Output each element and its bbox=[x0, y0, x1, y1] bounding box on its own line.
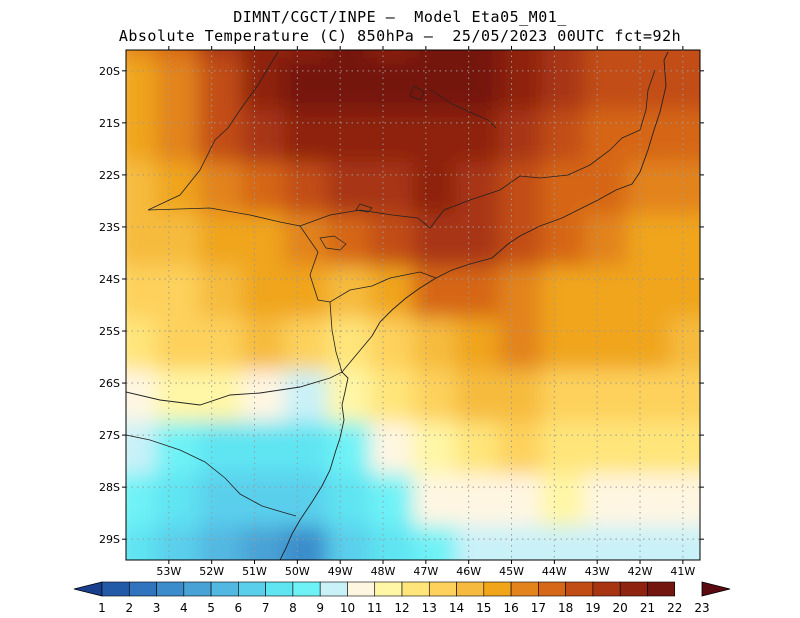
colorbar-label: 9 bbox=[316, 601, 324, 615]
colorbar-label: 10 bbox=[340, 601, 355, 615]
colorbar-label: 21 bbox=[640, 601, 655, 615]
colorbar-label: 14 bbox=[449, 601, 464, 615]
colorbar-swatch bbox=[265, 581, 294, 597]
colorbar-swatch bbox=[238, 581, 266, 597]
lat-label: 29S bbox=[99, 533, 120, 546]
temperature-field bbox=[126, 50, 700, 560]
colorbar-swatch bbox=[510, 581, 539, 597]
colorbar-swatch bbox=[456, 581, 485, 597]
lat-label: 27S bbox=[99, 429, 120, 442]
colorbar-label: 5 bbox=[207, 601, 215, 615]
colorbar-label: 2 bbox=[125, 601, 133, 615]
colorbar-swatch bbox=[292, 581, 321, 597]
lon-label: 41W bbox=[670, 565, 695, 578]
chart-title: DIMNT/CGCT/INPE – Model Eta05_M01_ bbox=[233, 8, 567, 26]
lon-label: 45W bbox=[499, 565, 524, 578]
lon-label: 50W bbox=[285, 565, 310, 578]
colorbar-label: 15 bbox=[476, 601, 491, 615]
colorbar-label: 4 bbox=[180, 601, 188, 615]
colorbar-label: 17 bbox=[531, 601, 546, 615]
colorbar-label: 16 bbox=[503, 601, 518, 615]
lon-label: 51W bbox=[242, 565, 267, 578]
lon-label: 43W bbox=[585, 565, 610, 578]
colorbar: 1 2 3 4 5 6 7 8 9 10 11 12 13 14 15 16 17 18 19 20 21 22 23 bbox=[73, 581, 731, 615]
colorbar-swatch bbox=[128, 581, 157, 597]
lat-label: 21S bbox=[99, 117, 120, 130]
colorbar-label: 22 bbox=[667, 601, 682, 615]
colorbar-label: 7 bbox=[262, 601, 270, 615]
lon-label: 47W bbox=[413, 565, 438, 578]
colorbar-swatch bbox=[73, 581, 103, 597]
coastline bbox=[126, 51, 669, 560]
colorbar-label: 18 bbox=[558, 601, 573, 615]
colorbar-label: 13 bbox=[422, 601, 437, 615]
lon-label: 49W bbox=[328, 565, 353, 578]
lat-label: 24S bbox=[99, 273, 120, 286]
colorbar-swatch bbox=[619, 581, 648, 597]
lon-label: 44W bbox=[542, 565, 567, 578]
colorbar-swatch bbox=[374, 581, 403, 597]
lat-label: 22S bbox=[99, 169, 120, 182]
colorbar-swatch bbox=[592, 581, 621, 597]
lat-label: 20S bbox=[99, 65, 120, 78]
lat-label: 28S bbox=[99, 481, 120, 494]
lon-label: 42W bbox=[628, 565, 653, 578]
lon-label: 48W bbox=[371, 565, 396, 578]
colorbar-swatch bbox=[347, 581, 376, 597]
colorbar-label: 23 bbox=[694, 601, 709, 615]
latitude-axis: 20S 21S 22S 23S 24S 25S 26S 27S 28S 29S bbox=[99, 65, 704, 546]
lat-label: 26S bbox=[99, 377, 120, 390]
colorbar-swatch bbox=[538, 581, 566, 597]
longitude-axis: 53W 52W 51W 50W 49W 48W 47W 46W 45W 44W 43W 42W 41W bbox=[156, 46, 695, 578]
colorbar-swatch bbox=[156, 581, 185, 597]
colorbar-swatch bbox=[483, 581, 512, 597]
gridlines bbox=[126, 50, 700, 560]
colorbar-label: 11 bbox=[367, 601, 382, 615]
colorbar-label: 3 bbox=[153, 601, 161, 615]
plot-frame bbox=[125, 49, 701, 561]
colorbar-label: 6 bbox=[235, 601, 243, 615]
colorbar-label: 12 bbox=[394, 601, 409, 615]
lon-label: 52W bbox=[199, 565, 224, 578]
colorbar-swatch bbox=[647, 581, 676, 597]
colorbar-swatch bbox=[101, 581, 130, 597]
colorbar-swatch bbox=[428, 581, 457, 597]
lat-label: 25S bbox=[99, 325, 120, 338]
lat-label: 23S bbox=[99, 221, 120, 234]
colorbar-swatch bbox=[401, 581, 430, 597]
lon-label: 53W bbox=[156, 565, 181, 578]
colorbar-swatch bbox=[210, 581, 239, 597]
colorbar-swatch bbox=[565, 581, 594, 597]
colorbar-label: 1 bbox=[98, 601, 106, 615]
colorbar-label: 8 bbox=[289, 601, 297, 615]
colorbar-swatch bbox=[701, 581, 731, 597]
colorbar-label: 20 bbox=[613, 601, 628, 615]
colorbar-swatch bbox=[183, 581, 212, 597]
colorbar-swatch bbox=[319, 581, 348, 597]
chart-subtitle: Absolute Temperature (C) 850hPa – 25/05/… bbox=[118, 27, 682, 45]
colorbar-label: 19 bbox=[585, 601, 600, 615]
lon-label: 46W bbox=[456, 565, 481, 578]
field-cell bbox=[669, 526, 700, 560]
